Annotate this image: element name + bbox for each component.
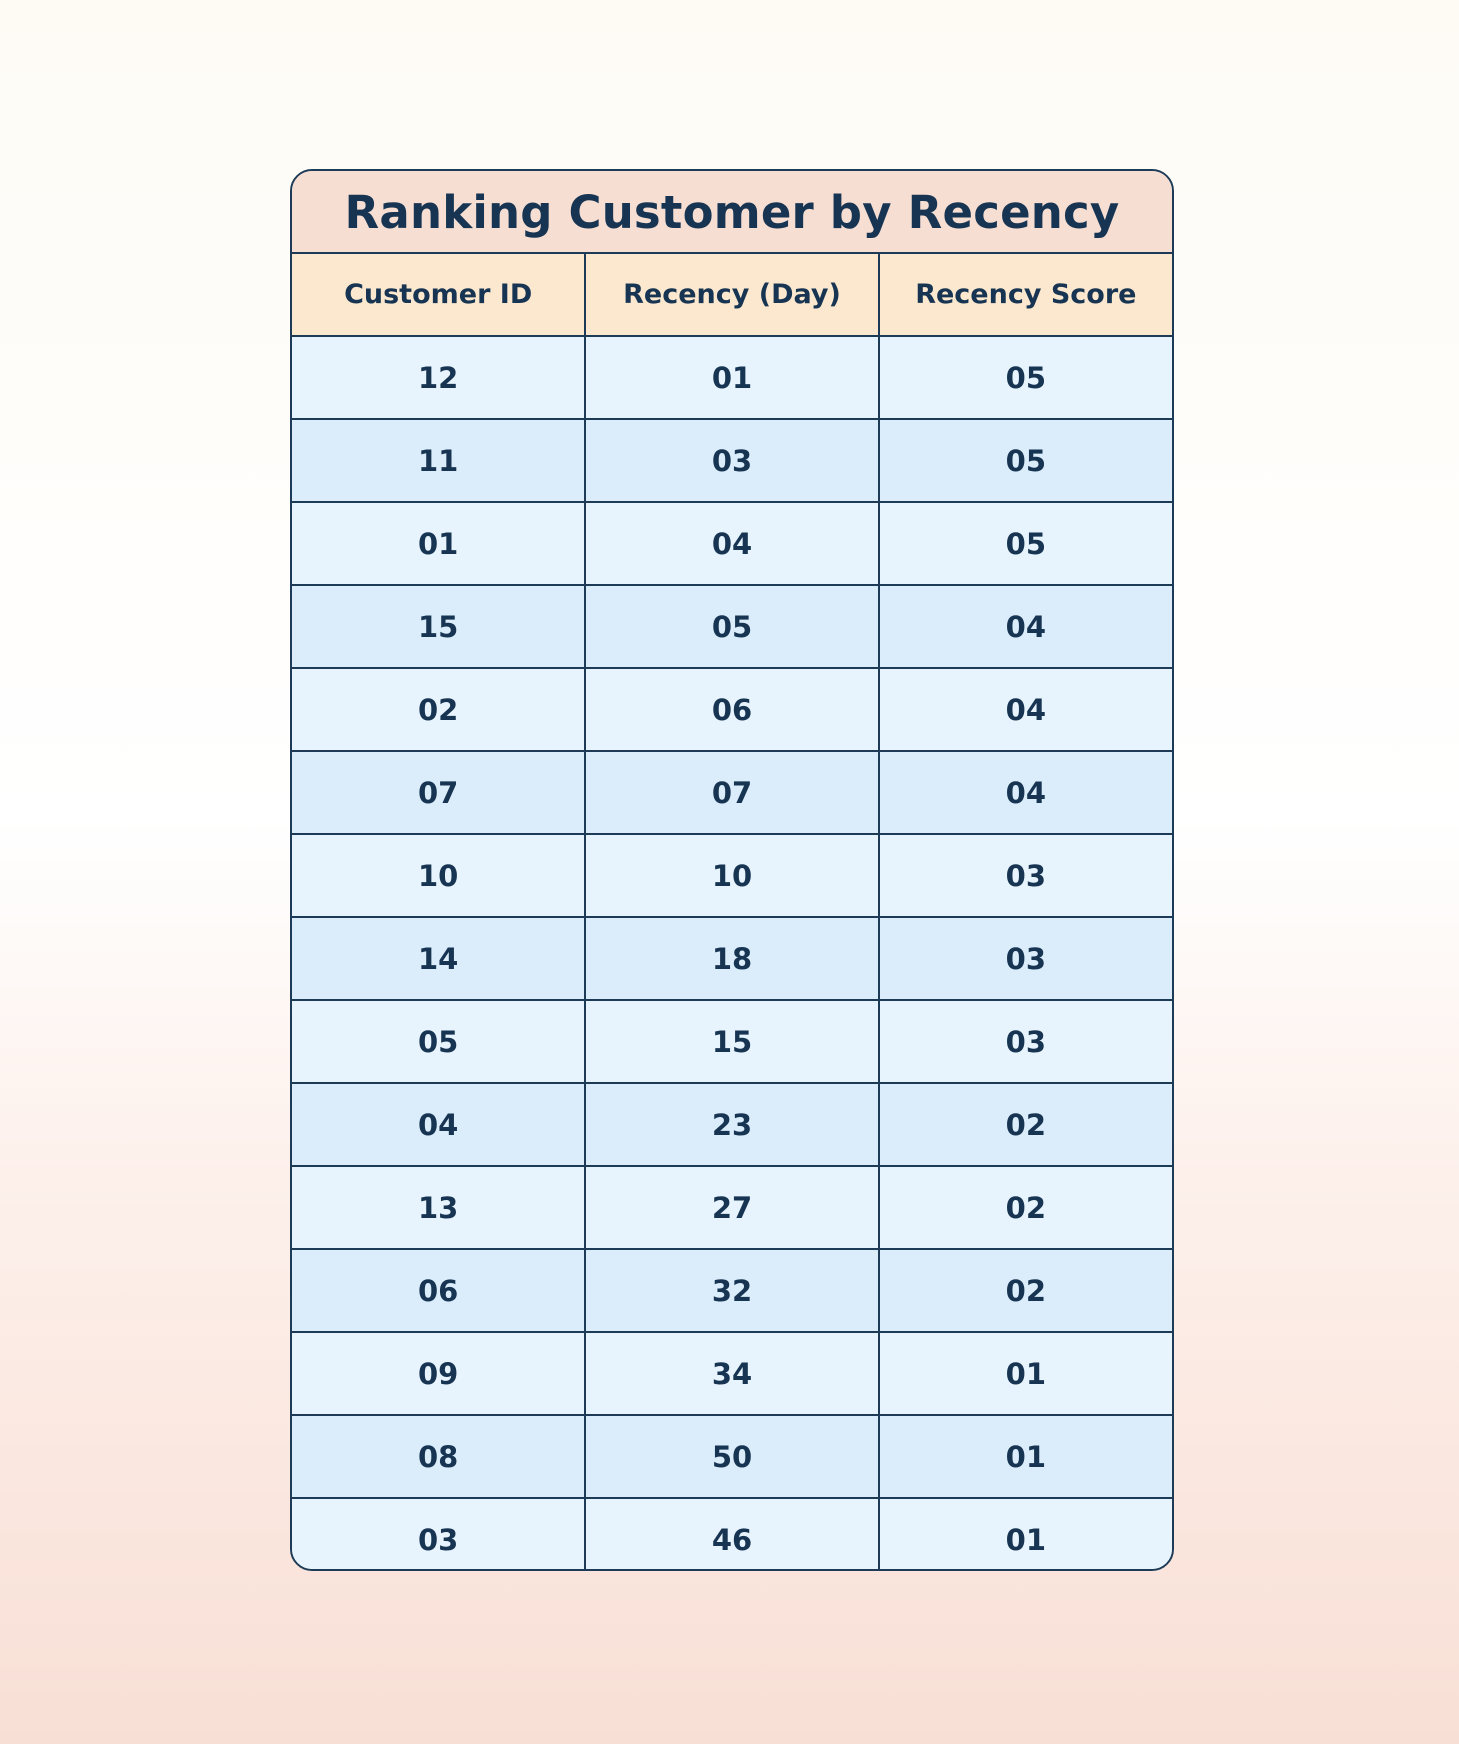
table-body: 12 01 05 11 03 05 01 04 05 15 05 04 02 06 04 07 07 04 10 10… xyxy=(292,336,1172,1569)
cell-recency-day: 27 xyxy=(584,1166,879,1250)
cell-customer-id: 12 xyxy=(292,336,586,420)
cell-customer-id: 01 xyxy=(292,502,586,586)
cell-customer-id: 15 xyxy=(292,585,586,669)
table-row: 03 46 01 xyxy=(292,1498,1172,1569)
table-header: Customer ID Recency (Day) Recency Score xyxy=(292,254,1172,337)
cell-recency-score: 01 xyxy=(877,1498,1172,1569)
cell-recency-day: 23 xyxy=(584,1083,879,1167)
cell-recency-score: 03 xyxy=(877,917,1172,1001)
cell-customer-id: 09 xyxy=(292,1332,586,1416)
table-row: 08 50 01 xyxy=(292,1415,1172,1499)
table-row: 12 01 05 xyxy=(292,336,1172,420)
cell-customer-id: 02 xyxy=(292,668,586,752)
cell-recency-day: 05 xyxy=(584,585,879,669)
cell-recency-score: 02 xyxy=(877,1083,1172,1167)
table-title: Ranking Customer by Recency xyxy=(344,186,1120,239)
table-row: 04 23 02 xyxy=(292,1083,1172,1167)
cell-customer-id: 03 xyxy=(292,1498,586,1569)
cell-recency-score: 01 xyxy=(877,1415,1172,1499)
cell-customer-id: 13 xyxy=(292,1166,586,1250)
cell-recency-score: 05 xyxy=(877,502,1172,586)
cell-recency-score: 05 xyxy=(877,419,1172,503)
table-row: 05 15 03 xyxy=(292,1000,1172,1084)
cell-recency-score: 04 xyxy=(877,585,1172,669)
column-header-recency-score: Recency Score xyxy=(877,254,1172,337)
cell-recency-score: 03 xyxy=(877,834,1172,918)
table-row: 11 03 05 xyxy=(292,419,1172,503)
cell-customer-id: 14 xyxy=(292,917,586,1001)
cell-recency-day: 03 xyxy=(584,419,879,503)
cell-recency-day: 32 xyxy=(584,1249,879,1333)
cell-recency-day: 15 xyxy=(584,1000,879,1084)
table-row: 10 10 03 xyxy=(292,834,1172,918)
table-row: 02 06 04 xyxy=(292,668,1172,752)
cell-customer-id: 05 xyxy=(292,1000,586,1084)
cell-recency-score: 05 xyxy=(877,336,1172,420)
table-row: 06 32 02 xyxy=(292,1249,1172,1333)
cell-recency-day: 50 xyxy=(584,1415,879,1499)
cell-recency-day: 07 xyxy=(584,751,879,835)
cell-customer-id: 07 xyxy=(292,751,586,835)
recency-ranking-table-card: Ranking Customer by Recency Customer ID … xyxy=(290,169,1174,1571)
header-row: Customer ID Recency (Day) Recency Score xyxy=(292,254,1172,337)
table-title-bar: Ranking Customer by Recency xyxy=(292,171,1172,254)
table-row: 01 04 05 xyxy=(292,502,1172,586)
cell-customer-id: 10 xyxy=(292,834,586,918)
cell-recency-score: 01 xyxy=(877,1332,1172,1416)
cell-recency-day: 01 xyxy=(584,336,879,420)
cell-customer-id: 04 xyxy=(292,1083,586,1167)
cell-recency-score: 04 xyxy=(877,668,1172,752)
cell-recency-score: 04 xyxy=(877,751,1172,835)
cell-recency-day: 10 xyxy=(584,834,879,918)
cell-recency-day: 46 xyxy=(584,1498,879,1569)
cell-recency-day: 34 xyxy=(584,1332,879,1416)
column-header-recency-day: Recency (Day) xyxy=(584,254,879,337)
cell-customer-id: 08 xyxy=(292,1415,586,1499)
cell-recency-day: 06 xyxy=(584,668,879,752)
table-row: 09 34 01 xyxy=(292,1332,1172,1416)
cell-recency-day: 04 xyxy=(584,502,879,586)
column-header-customer-id: Customer ID xyxy=(292,254,586,337)
recency-ranking-table: Customer ID Recency (Day) Recency Score … xyxy=(292,254,1172,1569)
table-row: 13 27 02 xyxy=(292,1166,1172,1250)
cell-customer-id: 06 xyxy=(292,1249,586,1333)
table-row: 07 07 04 xyxy=(292,751,1172,835)
cell-recency-score: 02 xyxy=(877,1249,1172,1333)
cell-recency-day: 18 xyxy=(584,917,879,1001)
cell-recency-score: 02 xyxy=(877,1166,1172,1250)
table-row: 15 05 04 xyxy=(292,585,1172,669)
cell-recency-score: 03 xyxy=(877,1000,1172,1084)
table-row: 14 18 03 xyxy=(292,917,1172,1001)
cell-customer-id: 11 xyxy=(292,419,586,503)
